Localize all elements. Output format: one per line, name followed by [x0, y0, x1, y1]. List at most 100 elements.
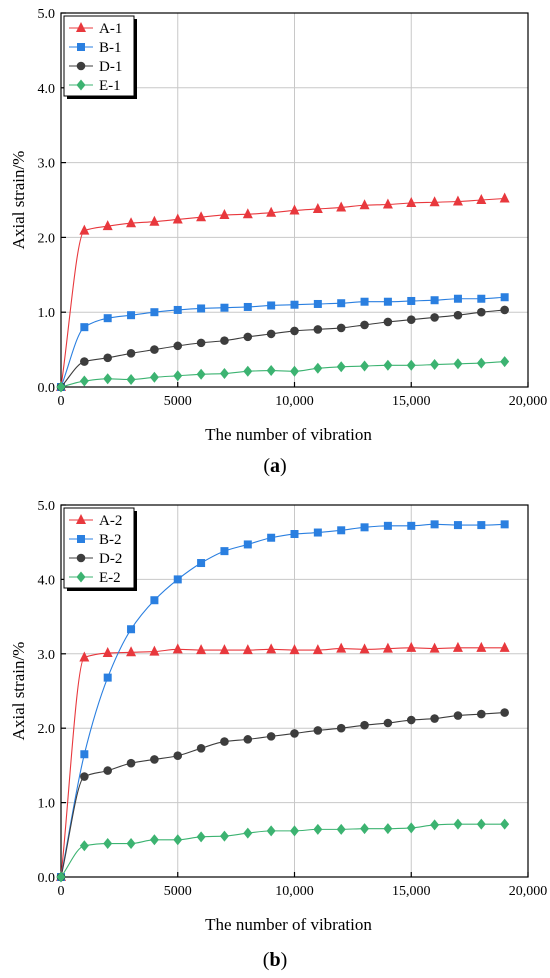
data-point-D-1 [150, 345, 159, 354]
data-point-D-1 [453, 310, 463, 320]
series-A-2 [56, 641, 510, 881]
data-point-B-2 [290, 530, 299, 539]
data-point-A-1 [172, 213, 183, 224]
data-point-B-1 [500, 293, 509, 302]
x-tick-label: 0 [58, 394, 65, 409]
data-point-D-2 [290, 729, 299, 738]
data-point-E-1 [173, 370, 183, 382]
data-point-E-1 [360, 360, 370, 372]
data-point-E-2 [336, 823, 346, 835]
chart-panel-b: (b) 0 5000 10,000 15,000 20,000 0.0 1.0 2.0 3.0 4… [9, 499, 547, 971]
data-point-A-2 [312, 644, 323, 655]
x-tick-label: 15,000 [392, 394, 431, 409]
legend-marker-A-1 [76, 22, 86, 32]
data-point-E-2 [476, 818, 486, 830]
y-tick-label: 2.0 [38, 722, 56, 737]
data-point-B-2 [360, 523, 369, 532]
data-point-A-1 [452, 195, 463, 206]
legend: A-2 B-2 D-2 E-2 [63, 507, 137, 591]
data-point-B-2 [313, 528, 322, 537]
data-point-B-2 [103, 673, 112, 682]
data-point-D-1 [360, 320, 369, 330]
data-point-A-1 [242, 208, 253, 219]
data-point-B-1 [80, 323, 89, 332]
legend-label-D-2: D-2 [99, 551, 122, 567]
data-point-E-2 [383, 823, 393, 835]
data-point-B-2 [477, 521, 486, 530]
data-point-A-2 [172, 643, 183, 654]
data-point-A-2 [499, 641, 510, 652]
data-point-E-2 [500, 818, 510, 830]
y-axis-label: Axial strain/% [9, 642, 28, 741]
data-point-D-2 [243, 735, 253, 744]
x-tick-label: 10,000 [275, 394, 314, 409]
data-point-B-2 [220, 547, 229, 556]
data-point-E-1 [103, 373, 113, 385]
data-point-B-2 [500, 520, 509, 529]
data-point-B-1 [220, 303, 229, 312]
data-point-B-2 [337, 526, 346, 535]
x-tick-label: 0 [58, 884, 65, 899]
data-point-D-2 [383, 718, 393, 728]
data-point-E-1 [266, 365, 276, 377]
y-tick-label: 0.0 [38, 871, 56, 886]
data-point-D-1 [290, 326, 299, 336]
data-point-A-2 [102, 647, 113, 658]
data-point-E-1 [149, 371, 159, 383]
x-axis-label: The number of vibration [205, 915, 372, 934]
data-point-A-2 [429, 642, 440, 653]
data-point-D-2 [477, 709, 486, 719]
data-point-E-2 [243, 827, 253, 839]
y-tick-label: 0.0 [38, 381, 56, 396]
data-point-E-2 [79, 840, 89, 852]
data-point-A-1 [219, 208, 230, 219]
panel-label-b: (b) [263, 949, 287, 971]
data-point-D-2 [173, 751, 183, 761]
series-line-E-2 [60, 823, 505, 878]
data-point-A-1 [406, 196, 417, 207]
series-line-D-2 [60, 712, 505, 878]
data-point-B-1 [360, 297, 369, 306]
data-point-E-1 [219, 368, 229, 380]
data-point-E-2 [219, 830, 229, 842]
series-line-A-1 [60, 197, 505, 388]
data-point-E-2 [453, 818, 463, 830]
data-point-E-1 [56, 381, 66, 393]
data-point-E-1 [383, 359, 393, 371]
data-point-D-1 [266, 329, 276, 339]
data-point-A-2 [336, 642, 347, 653]
data-point-E-2 [290, 825, 299, 837]
data-point-B-1 [103, 314, 112, 323]
data-point-B-1 [150, 308, 159, 317]
data-point-B-1 [197, 304, 206, 313]
series-E-1 [56, 356, 510, 393]
data-point-E-1 [290, 365, 299, 377]
data-point-B-1 [407, 296, 416, 305]
legend-label-B-2: B-2 [99, 532, 122, 548]
legend-box [63, 15, 135, 97]
data-point-A-2 [196, 644, 207, 655]
data-point-D-2 [80, 772, 89, 781]
data-point-B-1 [383, 297, 392, 306]
data-point-A-2 [359, 643, 370, 654]
legend-label-E-2: E-2 [99, 570, 121, 586]
legend-marker-B-1 [77, 43, 85, 51]
data-point-D-2 [453, 711, 463, 720]
x-tick-label: 20,000 [509, 884, 548, 899]
y-tick-label: 1.0 [38, 306, 56, 321]
data-point-A-1 [196, 211, 207, 222]
data-point-A-2 [382, 642, 393, 653]
y-tick-label: 3.0 [38, 157, 56, 172]
data-point-E-1 [453, 358, 463, 370]
data-point-A-1 [266, 206, 277, 217]
data-point-D-1 [336, 323, 346, 333]
data-point-E-1 [430, 359, 440, 371]
data-point-D-1 [406, 315, 416, 324]
panel-label-a: (a) [263, 455, 286, 477]
x-tick-label: 20,000 [509, 394, 548, 409]
series-line-D-1 [60, 309, 505, 388]
legend-marker-A-2 [76, 514, 86, 524]
data-point-A-1 [336, 201, 347, 212]
data-point-D-2 [150, 755, 159, 764]
